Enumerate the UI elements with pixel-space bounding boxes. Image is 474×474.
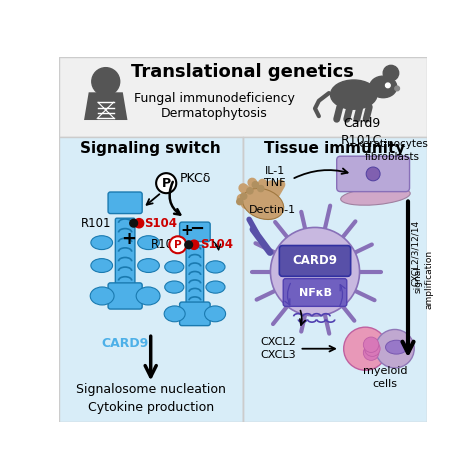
Text: P: P	[174, 240, 182, 250]
Text: PKCδ: PKCδ	[179, 172, 211, 185]
Text: Signalosome nucleation
Cytokine production: Signalosome nucleation Cytokine producti…	[76, 383, 226, 414]
FancyBboxPatch shape	[337, 156, 410, 191]
Bar	[243, 137, 427, 422]
Bar	[59, 137, 243, 422]
Text: R101: R101	[81, 217, 111, 230]
Text: myeloid
cells: myeloid cells	[363, 365, 407, 389]
FancyBboxPatch shape	[283, 279, 347, 306]
Text: Translational genetics: Translational genetics	[131, 63, 355, 81]
Text: Dectin-1: Dectin-1	[249, 205, 296, 215]
Ellipse shape	[385, 340, 407, 354]
Circle shape	[169, 237, 186, 253]
Circle shape	[237, 199, 243, 205]
Ellipse shape	[242, 188, 284, 219]
Ellipse shape	[341, 187, 410, 205]
Text: +: +	[121, 229, 137, 247]
Ellipse shape	[370, 76, 397, 98]
Text: Tissue immunity: Tissue immunity	[264, 141, 405, 156]
Polygon shape	[84, 92, 128, 120]
Ellipse shape	[91, 259, 112, 273]
Ellipse shape	[91, 236, 112, 250]
FancyBboxPatch shape	[108, 192, 142, 214]
FancyBboxPatch shape	[186, 245, 204, 306]
Circle shape	[185, 241, 192, 248]
Circle shape	[258, 185, 264, 191]
Circle shape	[395, 86, 400, 91]
Ellipse shape	[330, 80, 377, 109]
Ellipse shape	[206, 281, 225, 293]
Circle shape	[156, 173, 176, 193]
Ellipse shape	[165, 281, 184, 293]
Text: Signaling switch: Signaling switch	[80, 141, 221, 156]
Circle shape	[385, 83, 390, 88]
Text: CARD9: CARD9	[292, 255, 337, 267]
Circle shape	[130, 219, 137, 227]
Text: −: −	[189, 220, 204, 238]
Circle shape	[366, 167, 380, 181]
Circle shape	[135, 219, 144, 228]
Text: CXCL2
CXCL3: CXCL2 CXCL3	[261, 337, 296, 360]
Circle shape	[241, 193, 247, 200]
Circle shape	[364, 337, 379, 353]
Circle shape	[365, 341, 380, 356]
Text: +: +	[181, 223, 193, 238]
Text: Dermatophytosis: Dermatophytosis	[161, 107, 268, 120]
Circle shape	[383, 65, 399, 81]
Circle shape	[190, 240, 199, 249]
Ellipse shape	[165, 261, 184, 273]
Ellipse shape	[136, 287, 160, 305]
Ellipse shape	[205, 306, 226, 322]
Circle shape	[92, 68, 120, 95]
Circle shape	[375, 329, 414, 368]
Circle shape	[247, 188, 253, 194]
Text: keratinocytes
fibroblasts: keratinocytes fibroblasts	[357, 139, 428, 163]
Text: S104: S104	[145, 217, 177, 230]
FancyBboxPatch shape	[115, 218, 135, 287]
Circle shape	[344, 327, 387, 370]
FancyBboxPatch shape	[108, 283, 142, 309]
Text: P: P	[162, 177, 171, 190]
FancyBboxPatch shape	[180, 302, 210, 326]
Bar	[59, 57, 427, 137]
Text: Fungal immunodeficiency: Fungal immunodeficiency	[134, 92, 295, 105]
Text: CARD9: CARD9	[101, 337, 149, 350]
Text: IL-1
TNF: IL-1 TNF	[264, 166, 285, 188]
FancyBboxPatch shape	[279, 246, 351, 276]
Ellipse shape	[206, 261, 225, 273]
Ellipse shape	[137, 236, 159, 250]
Circle shape	[364, 345, 379, 360]
Ellipse shape	[271, 228, 360, 316]
Ellipse shape	[90, 287, 114, 305]
Circle shape	[252, 182, 258, 188]
Text: signal
amplification: signal amplification	[413, 250, 434, 309]
Ellipse shape	[164, 306, 185, 322]
Text: R101: R101	[151, 238, 181, 251]
Text: Card9
R101C: Card9 R101C	[341, 117, 382, 146]
Text: CXCL2/3/12/14: CXCL2/3/12/14	[411, 219, 420, 285]
FancyBboxPatch shape	[180, 222, 210, 242]
Ellipse shape	[137, 259, 159, 273]
Text: S104: S104	[201, 238, 233, 251]
Text: NFκB: NFκB	[299, 288, 331, 298]
